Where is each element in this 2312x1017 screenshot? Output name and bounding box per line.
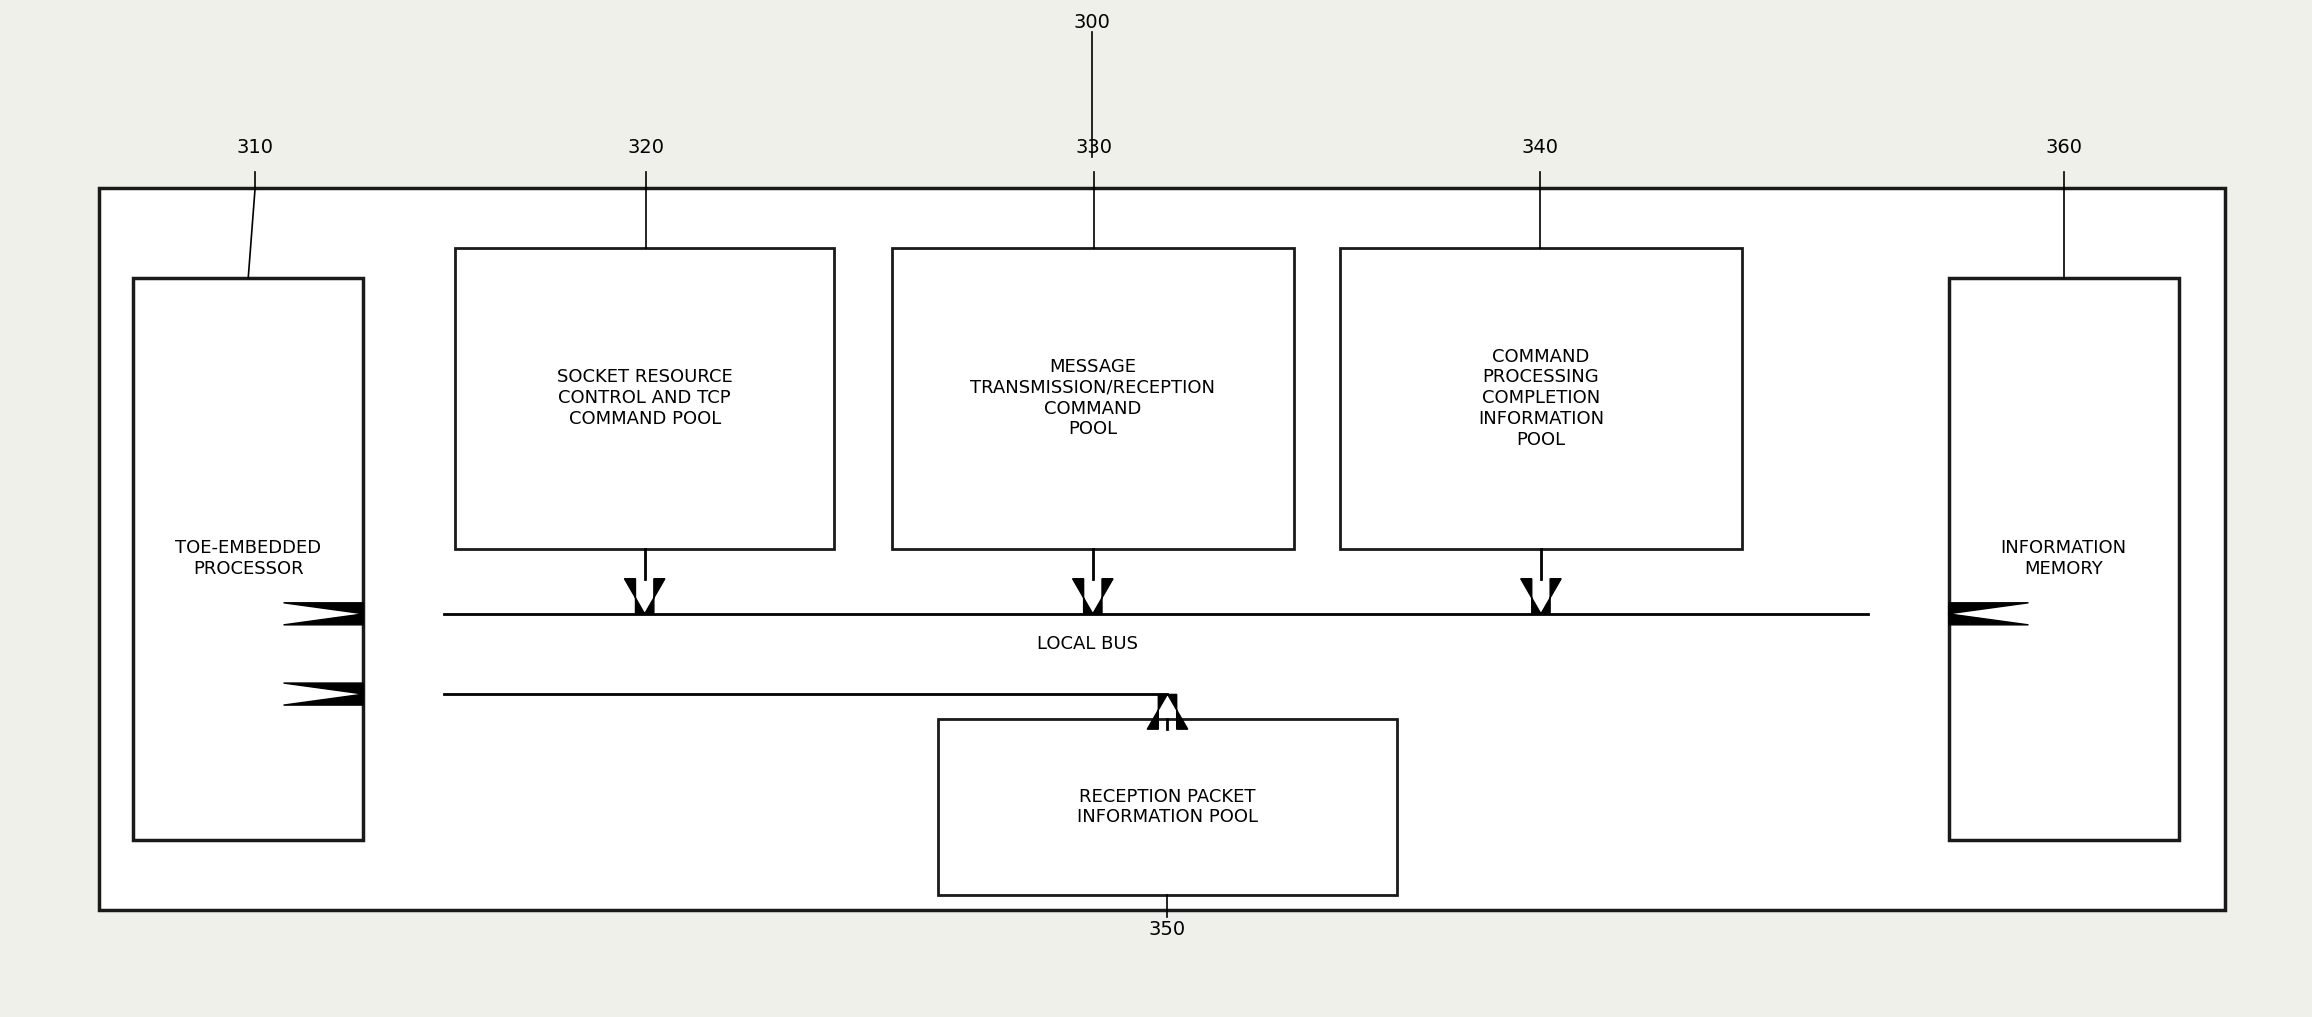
- FancyArrow shape: [1949, 603, 2028, 624]
- Bar: [892, 248, 1295, 548]
- FancyArrow shape: [1073, 579, 1112, 614]
- Bar: [455, 248, 835, 548]
- FancyArrow shape: [284, 683, 363, 705]
- Bar: [1949, 278, 2178, 839]
- FancyArrow shape: [284, 603, 363, 624]
- Bar: [1341, 248, 1741, 548]
- Bar: [99, 187, 2224, 910]
- Text: COMMAND
PROCESSING
COMPLETION
INFORMATION
POOL: COMMAND PROCESSING COMPLETION INFORMATIO…: [1477, 348, 1605, 448]
- Text: MESSAGE
TRANSMISSION/RECEPTION
COMMAND
POOL: MESSAGE TRANSMISSION/RECEPTION COMMAND P…: [971, 358, 1216, 438]
- Text: LOCAL BUS: LOCAL BUS: [1036, 635, 1138, 653]
- Text: 300: 300: [1073, 13, 1110, 32]
- Text: SOCKET RESOURCE
CONTROL AND TCP
COMMAND POOL: SOCKET RESOURCE CONTROL AND TCP COMMAND …: [557, 368, 733, 428]
- Bar: [939, 719, 1396, 895]
- Bar: [134, 278, 363, 839]
- FancyArrow shape: [1147, 694, 1188, 729]
- Text: 330: 330: [1075, 138, 1112, 158]
- Text: 310: 310: [236, 138, 273, 158]
- Text: TOE-EMBEDDED
PROCESSOR: TOE-EMBEDDED PROCESSOR: [176, 539, 321, 578]
- Text: RECEPTION PACKET
INFORMATION POOL: RECEPTION PACKET INFORMATION POOL: [1077, 787, 1258, 827]
- Text: INFORMATION
MEMORY: INFORMATION MEMORY: [2000, 539, 2127, 578]
- FancyArrow shape: [624, 579, 666, 614]
- Text: 350: 350: [1149, 919, 1186, 939]
- Text: 360: 360: [2046, 138, 2083, 158]
- FancyArrow shape: [1521, 579, 1561, 614]
- Text: 320: 320: [627, 138, 664, 158]
- Text: 340: 340: [1521, 138, 1558, 158]
